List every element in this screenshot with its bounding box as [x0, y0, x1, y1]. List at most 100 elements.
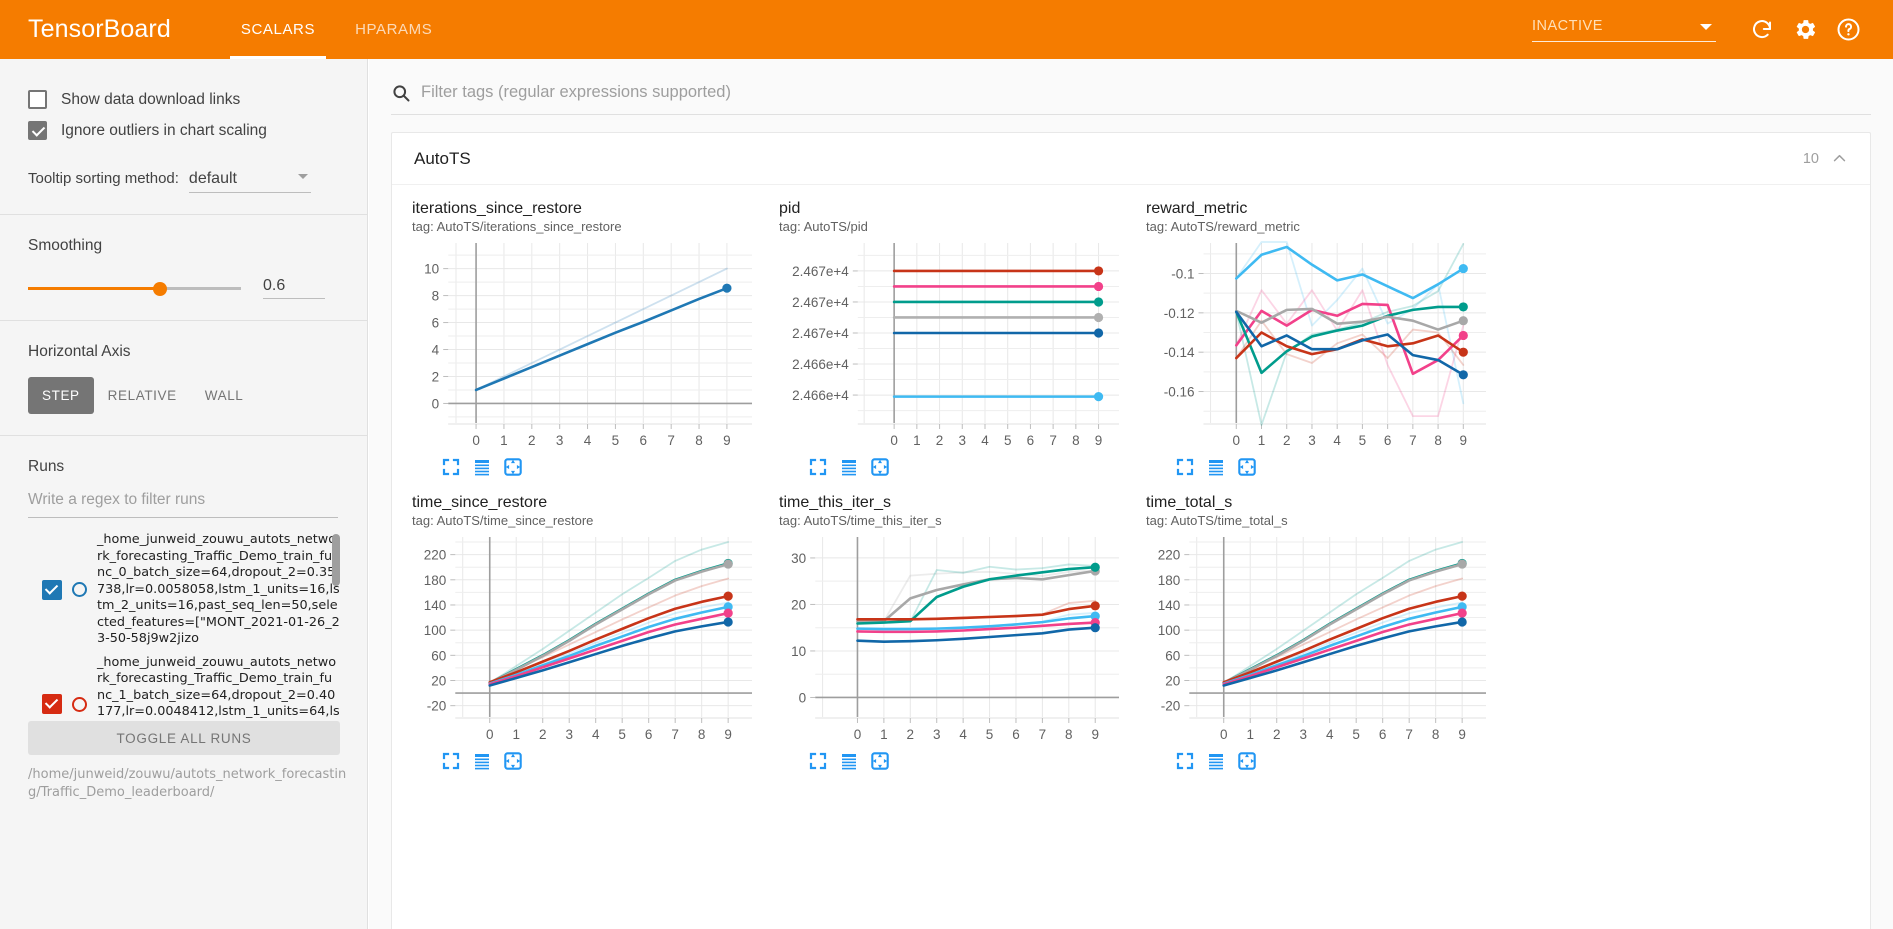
- expand-icon[interactable]: [809, 752, 827, 770]
- smoothing-slider[interactable]: [28, 280, 241, 296]
- chart-plot[interactable]: 2.467e+4 2.467e+4 2.467e+4 2.466e+4 2.466e+4…: [779, 239, 1131, 457]
- run-list-item[interactable]: _home_junweid_zouwu_autots_network_forec…: [28, 532, 340, 648]
- chart-plot[interactable]: 0 2 4 6 8 10 0 1 2 3 4 5 6 7 8 9: [412, 239, 764, 457]
- svg-text:3: 3: [1308, 433, 1316, 448]
- tooltip-sorting-select[interactable]: default: [188, 170, 311, 193]
- divider: [0, 320, 367, 321]
- svg-text:6: 6: [1027, 433, 1035, 448]
- fit-domain-icon[interactable]: [504, 752, 522, 770]
- run-checkbox[interactable]: [42, 694, 62, 714]
- chevron-down-icon: [297, 174, 308, 179]
- chart-plot[interactable]: -20 20 60 100 140 180 220 0 1 2 3 4 5 6 7 8 9: [412, 533, 764, 751]
- runs-heading: Runs: [28, 458, 65, 475]
- chart-tag: tag: AutoTS/time_since_restore: [412, 513, 594, 528]
- data-table-icon[interactable]: [473, 458, 491, 476]
- data-table-icon[interactable]: [840, 752, 858, 770]
- data-table-icon[interactable]: [1207, 458, 1225, 476]
- svg-text:3: 3: [933, 727, 941, 742]
- svg-text:6: 6: [645, 727, 653, 742]
- expand-icon[interactable]: [809, 458, 827, 476]
- panel-collapse-control[interactable]: 10: [1803, 150, 1848, 167]
- svg-text:20: 20: [791, 597, 806, 612]
- chart-tag: tag: AutoTS/time_total_s: [1146, 513, 1288, 528]
- panel-header[interactable]: AutoTS 10: [392, 133, 1870, 185]
- runs-list-scrollbar[interactable]: [332, 534, 340, 586]
- checkbox-label: Show data download links: [61, 90, 241, 108]
- toggle-all-runs-button[interactable]: TOGGLE ALL RUNS: [28, 721, 340, 755]
- svg-text:2: 2: [1283, 433, 1291, 448]
- svg-text:5: 5: [612, 433, 620, 448]
- axis-option-wall[interactable]: WALL: [204, 388, 244, 403]
- header-actions: INACTIVE: [1532, 0, 1867, 59]
- run-color-radio[interactable]: [72, 582, 87, 598]
- chart-toolbar: [442, 458, 767, 476]
- fit-domain-icon[interactable]: [1238, 752, 1256, 770]
- chart-toolbar: [1176, 752, 1501, 770]
- checkbox-ignore-outliers[interactable]: Ignore outliers in chart scaling: [28, 115, 339, 146]
- axis-option-relative[interactable]: RELATIVE: [107, 388, 177, 403]
- chart-title: reward_metric: [1146, 200, 1248, 217]
- refresh-icon[interactable]: [1743, 11, 1781, 49]
- chart-plot[interactable]: -0.1 -0.12 -0.14 -0.16 0 1 2 3 4 5 6 7 8 9: [1146, 239, 1498, 457]
- smoothing-section: Smoothing 0.6: [0, 237, 367, 299]
- smoothing-value-input[interactable]: 0.6: [263, 277, 325, 299]
- svg-text:9: 9: [1460, 433, 1468, 448]
- tag-filter-input[interactable]: Filter tags (regular expressions support…: [421, 83, 731, 101]
- checkbox-icon[interactable]: [28, 90, 47, 109]
- svg-text:8: 8: [695, 433, 703, 448]
- main-content: Filter tags (regular expressions support…: [369, 59, 1893, 929]
- tag-filter-bar[interactable]: Filter tags (regular expressions support…: [391, 71, 1871, 115]
- app-header: TensorBoard SCALARS HPARAMS INACTIVE: [0, 0, 1893, 59]
- fit-domain-icon[interactable]: [871, 752, 889, 770]
- fit-domain-icon[interactable]: [871, 458, 889, 476]
- chart-title: iterations_since_restore: [412, 200, 582, 217]
- checkbox-show-data-download-links[interactable]: Show data download links: [28, 84, 339, 115]
- data-table-icon[interactable]: [840, 458, 858, 476]
- chart-tag: tag: AutoTS/pid: [779, 219, 868, 234]
- svg-text:9: 9: [1095, 433, 1103, 448]
- chart-plot[interactable]: 0 10 20 30 0 1 2 3 4 5 6 7 8 9: [779, 533, 1131, 751]
- svg-text:9: 9: [1091, 727, 1099, 742]
- svg-text:10: 10: [791, 644, 806, 659]
- run-name: _home_junweid_zouwu_autots_network_forec…: [97, 654, 340, 719]
- chevron-down-icon: [1700, 23, 1712, 30]
- expand-icon[interactable]: [1176, 458, 1194, 476]
- expand-icon[interactable]: [442, 752, 460, 770]
- svg-text:-20: -20: [427, 699, 447, 714]
- chevron-up-icon[interactable]: [1831, 150, 1848, 167]
- horizontal-axis-heading: Horizontal Axis: [28, 343, 131, 360]
- slider-knob[interactable]: [153, 282, 167, 296]
- svg-text:6: 6: [1379, 727, 1387, 742]
- run-checkbox[interactable]: [42, 579, 62, 600]
- expand-icon[interactable]: [442, 458, 460, 476]
- help-icon[interactable]: [1829, 11, 1867, 49]
- svg-text:3: 3: [565, 727, 573, 742]
- fit-domain-icon[interactable]: [1238, 458, 1256, 476]
- expand-icon[interactable]: [1176, 752, 1194, 770]
- svg-text:9: 9: [1458, 727, 1466, 742]
- tab-hparams[interactable]: HPARAMS: [355, 21, 433, 38]
- svg-text:8: 8: [432, 289, 440, 304]
- runs-filter-input[interactable]: Write a regex to filter runs: [28, 491, 338, 518]
- svg-text:10: 10: [424, 262, 439, 277]
- data-table-icon[interactable]: [473, 752, 491, 770]
- fit-domain-icon[interactable]: [504, 458, 522, 476]
- data-table-icon[interactable]: [1207, 752, 1225, 770]
- checkbox-icon[interactable]: [28, 121, 47, 140]
- svg-text:6: 6: [640, 433, 648, 448]
- chart-plot[interactable]: -20 20 60 100 140 180 220 0 1 2 3 4 5 6 7 8 9: [1146, 533, 1498, 751]
- run-color-radio[interactable]: [72, 696, 87, 712]
- run-list-item[interactable]: _home_junweid_zouwu_autots_network_forec…: [28, 654, 340, 719]
- svg-text:3: 3: [959, 433, 967, 448]
- axis-option-step[interactable]: STEP: [28, 377, 94, 414]
- slider-fill: [28, 287, 160, 290]
- svg-text:0: 0: [486, 727, 494, 742]
- tab-scalars[interactable]: SCALARS: [221, 0, 335, 59]
- svg-text:220: 220: [1158, 548, 1181, 563]
- svg-text:100: 100: [1158, 623, 1181, 638]
- svg-text:5: 5: [986, 727, 994, 742]
- runs-list[interactable]: _home_junweid_zouwu_autots_network_forec…: [28, 532, 340, 718]
- tooltip-sorting-method: Tooltip sorting method: default: [28, 170, 339, 193]
- run-status-select[interactable]: INACTIVE: [1532, 18, 1716, 42]
- gear-icon[interactable]: [1786, 11, 1824, 49]
